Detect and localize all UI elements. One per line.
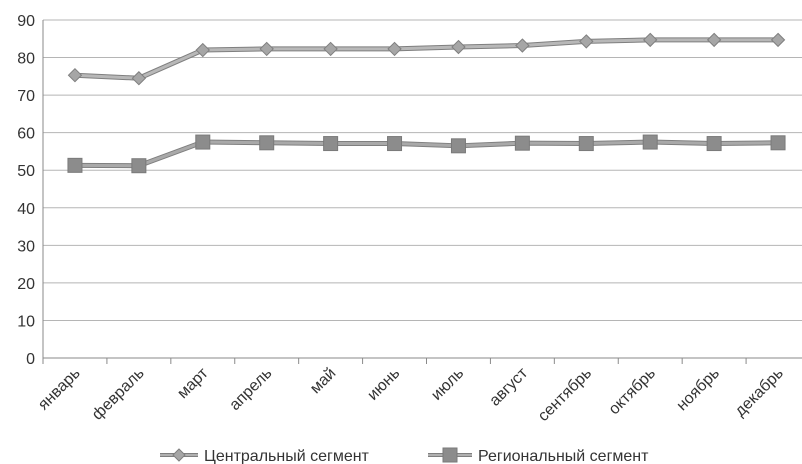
series-group — [67, 32, 786, 174]
y-tick-label: 70 — [17, 88, 35, 105]
x-category-label: сентябрь — [535, 365, 595, 425]
legend-diamond-marker — [172, 448, 186, 462]
data-point-square — [450, 138, 466, 154]
y-tick-label: 10 — [17, 313, 35, 330]
y-tick-label: 60 — [17, 126, 35, 143]
series-line — [74, 38, 779, 80]
x-category-label: март — [174, 364, 212, 402]
y-tick-label: 50 — [17, 163, 35, 180]
data-point-square — [706, 136, 722, 152]
x-category-label: май — [307, 365, 339, 397]
data-point-diamond — [323, 41, 338, 57]
data-point-diamond — [643, 32, 658, 48]
series-2 — [67, 134, 786, 174]
data-point-diamond — [131, 71, 147, 86]
y-axis: 0 10 20 30 40 50 60 70 80 90 — [17, 13, 44, 368]
data-point-diamond — [515, 38, 530, 53]
y-tick-label: 0 — [26, 351, 35, 368]
data-point-square — [195, 134, 211, 150]
data-point-square — [642, 134, 658, 150]
x-category-label: декабрь — [732, 365, 787, 420]
x-category-label: ноябрь — [674, 365, 723, 414]
gridlines — [43, 19, 802, 359]
legend-item-1: Центральный сегмент — [160, 448, 370, 464]
data-point-square — [514, 135, 530, 151]
y-tick-label: 30 — [17, 238, 35, 255]
x-axis: январь февраль март апрель май июнь июль август… — [35, 358, 787, 425]
data-point-square — [770, 135, 786, 151]
x-category-label: апрель — [226, 365, 275, 414]
data-point-square — [259, 135, 275, 151]
legend: Центральный сегмент Региональный сегмент — [160, 447, 649, 464]
x-category-label: июнь — [364, 365, 403, 404]
data-point-diamond — [579, 34, 594, 49]
x-category-label: январь — [35, 365, 84, 414]
data-point-square — [67, 157, 83, 173]
data-point-diamond — [706, 32, 722, 48]
y-tick-label: 90 — [17, 13, 35, 30]
data-point-square — [323, 136, 339, 152]
series-line — [74, 140, 779, 168]
x-category-label: июль — [428, 365, 467, 404]
x-category-label: февраль — [89, 365, 148, 424]
data-point-diamond — [770, 32, 786, 48]
data-point-diamond — [387, 41, 402, 57]
x-category-label: октябрь — [606, 365, 659, 418]
y-tick-label: 20 — [17, 276, 35, 293]
series-1 — [67, 32, 786, 86]
legend-label: Региональный сегмент — [478, 448, 649, 464]
data-point-diamond — [195, 42, 210, 58]
y-tick-label: 40 — [17, 201, 35, 218]
data-point-square — [578, 136, 594, 152]
legend-square-marker — [442, 447, 458, 463]
data-point-square — [131, 158, 147, 174]
x-category-label: август — [486, 364, 531, 409]
data-point-diamond — [67, 67, 83, 83]
data-point-square — [387, 136, 403, 152]
data-point-diamond — [451, 39, 466, 55]
data-point-diamond — [259, 41, 274, 57]
legend-label: Центральный сегмент — [204, 448, 370, 464]
y-tick-label: 80 — [17, 51, 35, 68]
legend-item-2: Региональный сегмент — [428, 447, 649, 464]
